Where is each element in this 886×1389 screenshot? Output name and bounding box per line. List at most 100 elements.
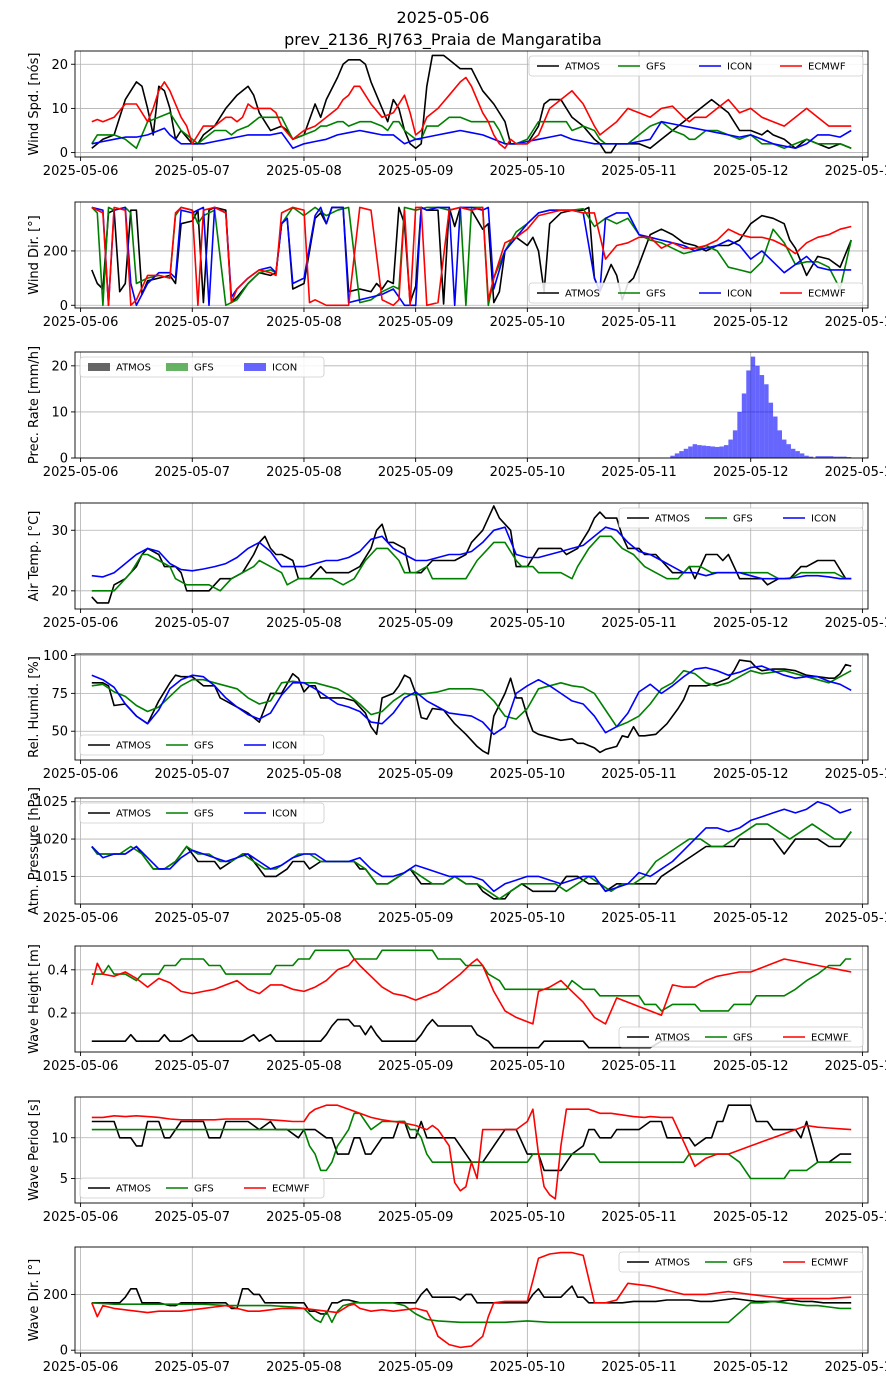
x-tick-label: 2025-05-11 [601,767,677,782]
legend-frame [618,507,864,529]
y-tick-label: 20 [51,584,68,599]
y-tick-label: 0.4 [47,963,68,978]
x-tick-label: 2025-05-13 [825,1210,886,1225]
x-tick-label: 2025-05-13 [825,1059,886,1074]
axes-frame [74,1246,869,1354]
chart-relative-humidity: 2025-05-06 2025-05-07 2025-05-08 2025-05-09… [27,649,886,782]
y-tick-label: 10 [51,1131,68,1146]
x-tick-label: 2025-05-07 [154,164,230,179]
x-tick-label: 2025-05-12 [713,1059,789,1074]
x-tick-label: 2025-05-12 [713,1210,789,1225]
series-line-icon [91,800,852,893]
chart-wave-direction: 2025-05-06 2025-05-07 2025-05-08 2025-05-09… [27,1246,886,1375]
bar-icon [799,453,805,458]
series-line-atmos [91,505,852,604]
bar-icon [842,456,847,458]
axes-frame [74,945,869,1053]
y-tick-label: 30 [51,524,68,539]
bar-icon [710,446,715,458]
y-tick-label: 0 [60,299,68,314]
legend-label: ATMOS [116,741,151,752]
x-tick-label: 2025-05-09 [378,1360,454,1375]
x-tick-label: 2025-05-13 [825,1360,886,1375]
x-tick-label: 2025-05-13 [825,164,886,179]
legend: ATMOS GFS ECMWF [618,1026,864,1048]
x-tick-label: 2025-05-09 [378,1210,454,1225]
legend-label: ECMWF [272,1184,310,1195]
x-tick-label: 2025-05-06 [43,911,119,926]
x-tick-label: 2025-05-10 [490,1210,566,1225]
x-tick-label: 2025-05-11 [601,1210,677,1225]
legend-label: ATMOS [655,1258,690,1269]
x-tick-label: 2025-05-10 [490,315,566,330]
legend: ATMOS GFS ECMWF [618,1251,864,1273]
x-tick-label: 2025-05-09 [378,465,454,480]
chart-panels: 2025-05-06 2025-05-07 2025-05-08 2025-05-09… [27,50,886,1375]
plot-area [91,949,852,1049]
bar-icon [759,375,765,458]
x-tick-label: 2025-05-08 [266,1360,342,1375]
plot-area [91,1104,852,1200]
chart-wind-speed: 2025-05-06 2025-05-07 2025-05-08 2025-05-09… [27,50,886,179]
axes-frame [74,351,869,459]
legend-label: ICON [272,809,297,820]
x-tick-label: 2025-05-06 [43,767,119,782]
bar-icon [737,411,742,458]
chart-air-temperature: 2025-05-06 2025-05-07 2025-05-08 2025-05-09… [27,502,886,631]
y-axis-label: Wind Spd. [nós] [27,53,42,156]
legend-label: ICON [272,741,297,752]
y-axis-label: Prec. Rate [mm/h] [27,346,42,464]
x-tick-label: 2025-05-09 [378,315,454,330]
y-tick-label: 75 [51,687,68,702]
bar-icon [683,448,689,458]
chart-atmospheric-pressure: 2025-05-06 2025-05-07 2025-05-08 2025-05-09… [27,787,886,926]
y-tick-label: 20 [51,359,68,374]
axes-frame [74,201,869,309]
x-tick-label: 2025-05-10 [490,616,566,631]
x-tick-label: 2025-05-07 [154,911,230,926]
plot-area [91,1251,852,1349]
legend: ATMOS GFS ICON [79,356,325,378]
x-tick-label: 2025-05-07 [154,1059,230,1074]
chart-wave-height: 2025-05-06 2025-05-07 2025-05-08 2025-05-09… [27,944,886,1074]
y-tick-label: 10 [51,405,68,420]
series-line-atmos [91,206,852,305]
y-axis-label: Wave Period [s] [27,1099,42,1200]
legend-label: ECMWF [811,1258,849,1269]
y-tick-label: 100 [43,649,68,664]
bar-icon [732,430,738,458]
y-tick-label: 0 [60,452,68,467]
series-line-gfs [91,1112,852,1180]
y-tick-label: 20 [51,58,68,73]
legend-swatch-icon [244,363,266,371]
series-line-icon [91,120,852,149]
x-tick-label: 2025-05-08 [266,465,342,480]
y-axis-label: Wave Dir. [°] [27,1259,42,1342]
legend: ATMOS GFS ICON [79,802,325,824]
series-line-atmos [91,659,852,755]
bar-icon [768,402,774,458]
y-tick-label: 1020 [35,833,68,848]
legend: ATMOS GFS ICON [79,734,325,756]
plot-area [91,206,852,307]
legend-swatch-atmos [88,363,110,371]
legend-label: GFS [194,809,214,820]
y-axis-label: Rel. Humid. [%] [27,656,42,758]
x-tick-label: 2025-05-10 [490,1059,566,1074]
y-tick-label: 200 [43,244,68,259]
y-tick-label: 0.2 [47,1007,68,1022]
x-tick-label: 2025-05-11 [601,911,677,926]
bar-icon [815,456,820,458]
x-tick-label: 2025-05-13 [825,465,886,480]
chart-wave-period: 2025-05-06 2025-05-07 2025-05-08 2025-05-09… [27,1096,886,1225]
y-tick-label: 10 [51,102,68,117]
legend-label: ICON [811,514,836,525]
x-tick-label: 2025-05-06 [43,1059,119,1074]
bar-icon [679,451,684,458]
legend-frame [618,1026,864,1048]
y-tick-label: 1025 [35,795,68,810]
x-tick-label: 2025-05-08 [266,1210,342,1225]
bar-icon [719,446,724,458]
x-tick-label: 2025-05-13 [825,616,886,631]
y-tick-label: 50 [51,725,68,740]
